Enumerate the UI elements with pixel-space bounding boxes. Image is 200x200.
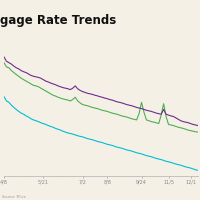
Text: gage Rate Trends: gage Rate Trends: [0, 14, 116, 27]
Text: Source: Mlive: Source: Mlive: [2, 195, 26, 199]
